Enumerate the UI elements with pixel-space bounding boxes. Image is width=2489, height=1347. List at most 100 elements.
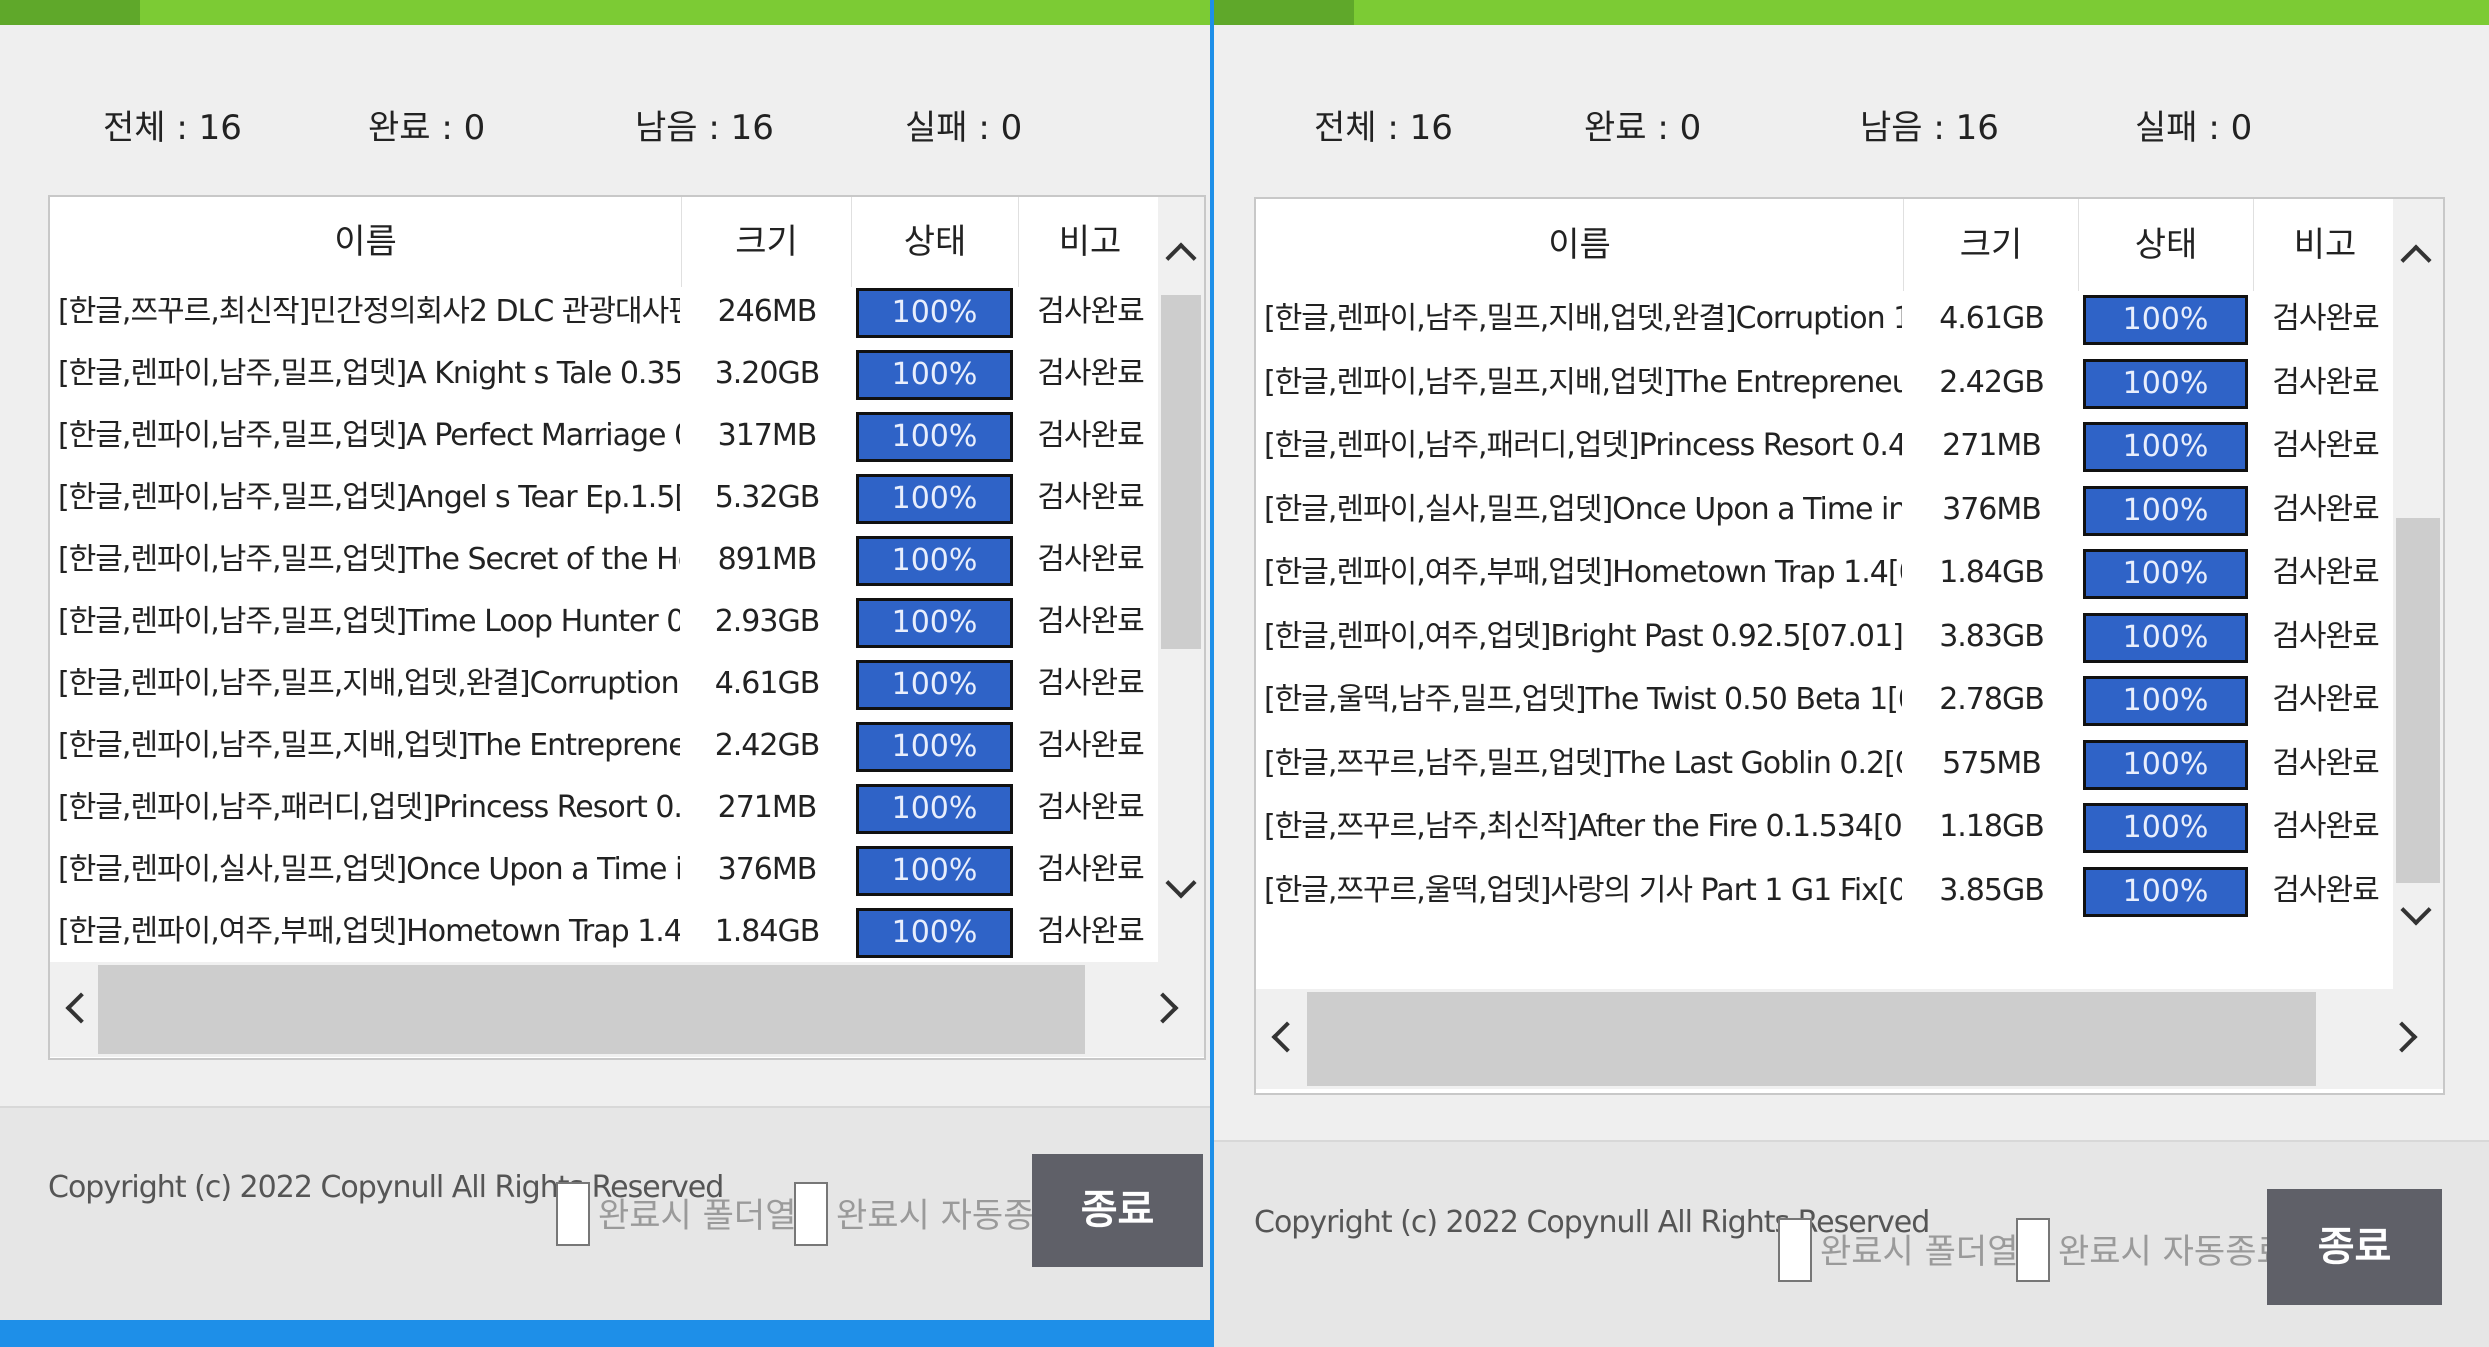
scroll-thumb[interactable] <box>2396 518 2440 883</box>
file-name: [한글,렌파이,남주,밀프,지배,업뎃]The Entrepreneur Ep.… <box>58 728 680 763</box>
checkbox[interactable] <box>1778 1218 1812 1282</box>
file-name: [한글,렌파이,실사,밀프,업뎃]Once Upon a Time in Dre… <box>1264 491 1902 527</box>
file-name: [한글,쯔꾸르,울떡,업뎃]사랑의 기사 Part 1 G1 Fix[07.01… <box>1264 872 1902 908</box>
column-header[interactable]: 상태 <box>2079 199 2254 291</box>
column-header[interactable]: 이름 <box>50 197 682 287</box>
progress-text: 100% <box>891 543 978 578</box>
file-name: [한글,렌파이,남주,밀프,업뎃]Angel s Tear Ep.1.5[07.… <box>58 480 680 515</box>
file-size: 271MB <box>717 790 818 825</box>
status-note: 검사완료 <box>2272 491 2379 527</box>
status-note: 검사완료 <box>2272 809 2379 845</box>
file-size: 271MB <box>1942 428 2042 464</box>
progress-bar: 100% <box>2083 422 2248 472</box>
status-note: 검사완료 <box>1037 728 1144 763</box>
file-size: 891MB <box>717 542 818 577</box>
file-size: 246MB <box>717 294 818 329</box>
progress-bar: 100% <box>2083 612 2248 663</box>
file-size: 376MB <box>1942 491 2042 527</box>
file-name: [한글,렌파이,여주,부패,업뎃]Hometown Trap 1.4[07.01… <box>58 914 680 949</box>
progress-bar: 100% <box>856 288 1013 338</box>
status-note: 검사완료 <box>1037 790 1144 825</box>
status-note: 검사완료 <box>1037 914 1144 949</box>
file-size: 5.32GB <box>714 480 821 515</box>
status-note: 검사완료 <box>1037 852 1144 887</box>
checkbox-label[interactable]: 완료시 자동종료 <box>836 1196 1066 1236</box>
file-size: 2.93GB <box>714 604 821 639</box>
progress-text: 100% <box>2122 683 2209 718</box>
status-note: 검사완료 <box>1037 666 1144 701</box>
checkbox-label[interactable]: 완료시 폴더열기 <box>1820 1232 2050 1272</box>
close-button[interactable]: 종료 <box>1032 1154 1203 1267</box>
file-size: 575MB <box>1942 745 2042 781</box>
progress-bar: 100% <box>856 474 1013 524</box>
progress-bar: 100% <box>2083 739 2248 790</box>
progress-bar: 100% <box>2083 485 2248 536</box>
scroll-thumb[interactable] <box>1307 992 2316 1086</box>
status-note: 검사완료 <box>2272 364 2379 400</box>
title-bar <box>1214 0 2489 25</box>
column-header[interactable]: 크기 <box>1904 199 2079 291</box>
progress-text: 100% <box>891 791 978 826</box>
file-name: [한글,울떡,남주,밀프,업뎃]The Twist 0.50 Beta 1[07… <box>1264 682 1902 718</box>
progress-text: 100% <box>891 605 978 640</box>
file-name: [한글,렌파이,남주,밀프,지배,업뎃,완결]Corruption 1.0[07… <box>58 666 680 701</box>
progress-text: 100% <box>2122 365 2209 401</box>
scroll-thumb[interactable] <box>1161 295 1201 649</box>
column-header[interactable]: 상태 <box>852 197 1019 287</box>
column-header[interactable]: 크기 <box>682 197 852 287</box>
checkbox[interactable] <box>556 1182 590 1246</box>
checkbox[interactable] <box>2016 1218 2050 1282</box>
checkbox[interactable] <box>794 1182 828 1246</box>
column-header[interactable]: 비고 <box>1019 197 1162 287</box>
file-name: [한글,렌파이,실사,밀프,업뎃]Once Upon a Time in Dre… <box>58 852 680 887</box>
progress-bar: 100% <box>2083 549 2248 599</box>
scroll-thumb[interactable] <box>98 965 1085 1054</box>
title-bar-accent <box>1214 0 1354 25</box>
stat-label: 남음 : 16 <box>1860 108 1999 148</box>
file-name: [한글,렌파이,여주,부패,업뎃]Hometown Trap 1.4[07.01… <box>1264 555 1902 591</box>
close-button[interactable]: 종료 <box>2267 1189 2442 1305</box>
progress-text: 100% <box>2122 746 2209 782</box>
stat-label: 완료 : 0 <box>1584 108 1702 148</box>
progress-bar: 100% <box>856 598 1013 648</box>
stat-label: 실패 : 0 <box>905 108 1023 148</box>
status-note: 검사완료 <box>2272 301 2379 337</box>
checkbox-label[interactable]: 완료시 폴더열기 <box>598 1196 828 1236</box>
progress-bar: 100% <box>856 722 1013 772</box>
progress-bar: 100% <box>856 846 1013 896</box>
column-header[interactable]: 이름 <box>1256 199 1904 291</box>
progress-bar: 100% <box>856 412 1013 462</box>
window-divider <box>1210 0 1214 1347</box>
progress-text: 100% <box>2122 302 2209 337</box>
status-note: 검사완료 <box>1037 294 1144 329</box>
stat-label: 완료 : 0 <box>368 108 486 148</box>
copyright: Copyright (c) 2022 Copynull All Rights R… <box>48 1170 724 1205</box>
status-note: 검사완료 <box>2272 428 2379 464</box>
checkbox-label[interactable]: 완료시 자동종료 <box>2058 1232 2288 1272</box>
file-name: [한글,쯔꾸르,최신작]민간정의회사2 DLC 관광대사편 [07.01]. <box>58 294 680 329</box>
file-list: 이름 크기 상태 비고 [한글,렌파이,남주,밀프,지배,업뎃,완결]Corruptio… <box>1254 197 2445 1095</box>
file-size: 3.20GB <box>714 356 821 391</box>
file-name: [한글,렌파이,남주,패러디,업뎃]Princess Resort 0.4.1[… <box>1264 428 1902 464</box>
file-size: 376MB <box>717 852 818 887</box>
footer-area <box>0 1106 1210 1347</box>
status-note: 검사완료 <box>2272 872 2379 908</box>
column-header[interactable]: 비고 <box>2254 199 2397 291</box>
file-name: [한글,렌파이,남주,밀프,지배,업뎃,완결]Corruption 1.0[07… <box>1264 301 1902 337</box>
file-size: 1.84GB <box>714 914 821 949</box>
status-note: 검사완료 <box>1037 480 1144 515</box>
status-note: 검사완료 <box>1037 542 1144 577</box>
status-note: 검사완료 <box>1037 418 1144 453</box>
file-name: [한글,렌파이,남주,패러디,업뎃]Princess Resort 0.4.1[… <box>58 790 680 825</box>
status-note: 검사완료 <box>1037 356 1144 391</box>
title-bar-accent <box>0 0 140 25</box>
file-size: 4.61GB <box>714 666 821 701</box>
status-note: 검사완료 <box>2272 618 2379 654</box>
progress-text: 100% <box>2122 492 2209 528</box>
file-name: [한글,쯔꾸르,남주,최신작]After the Fire 0.1.534[07… <box>1264 809 1902 845</box>
stat-label: 전체 : 16 <box>1314 108 1453 148</box>
status-note: 검사완료 <box>2272 682 2379 718</box>
progress-text: 100% <box>891 419 978 454</box>
